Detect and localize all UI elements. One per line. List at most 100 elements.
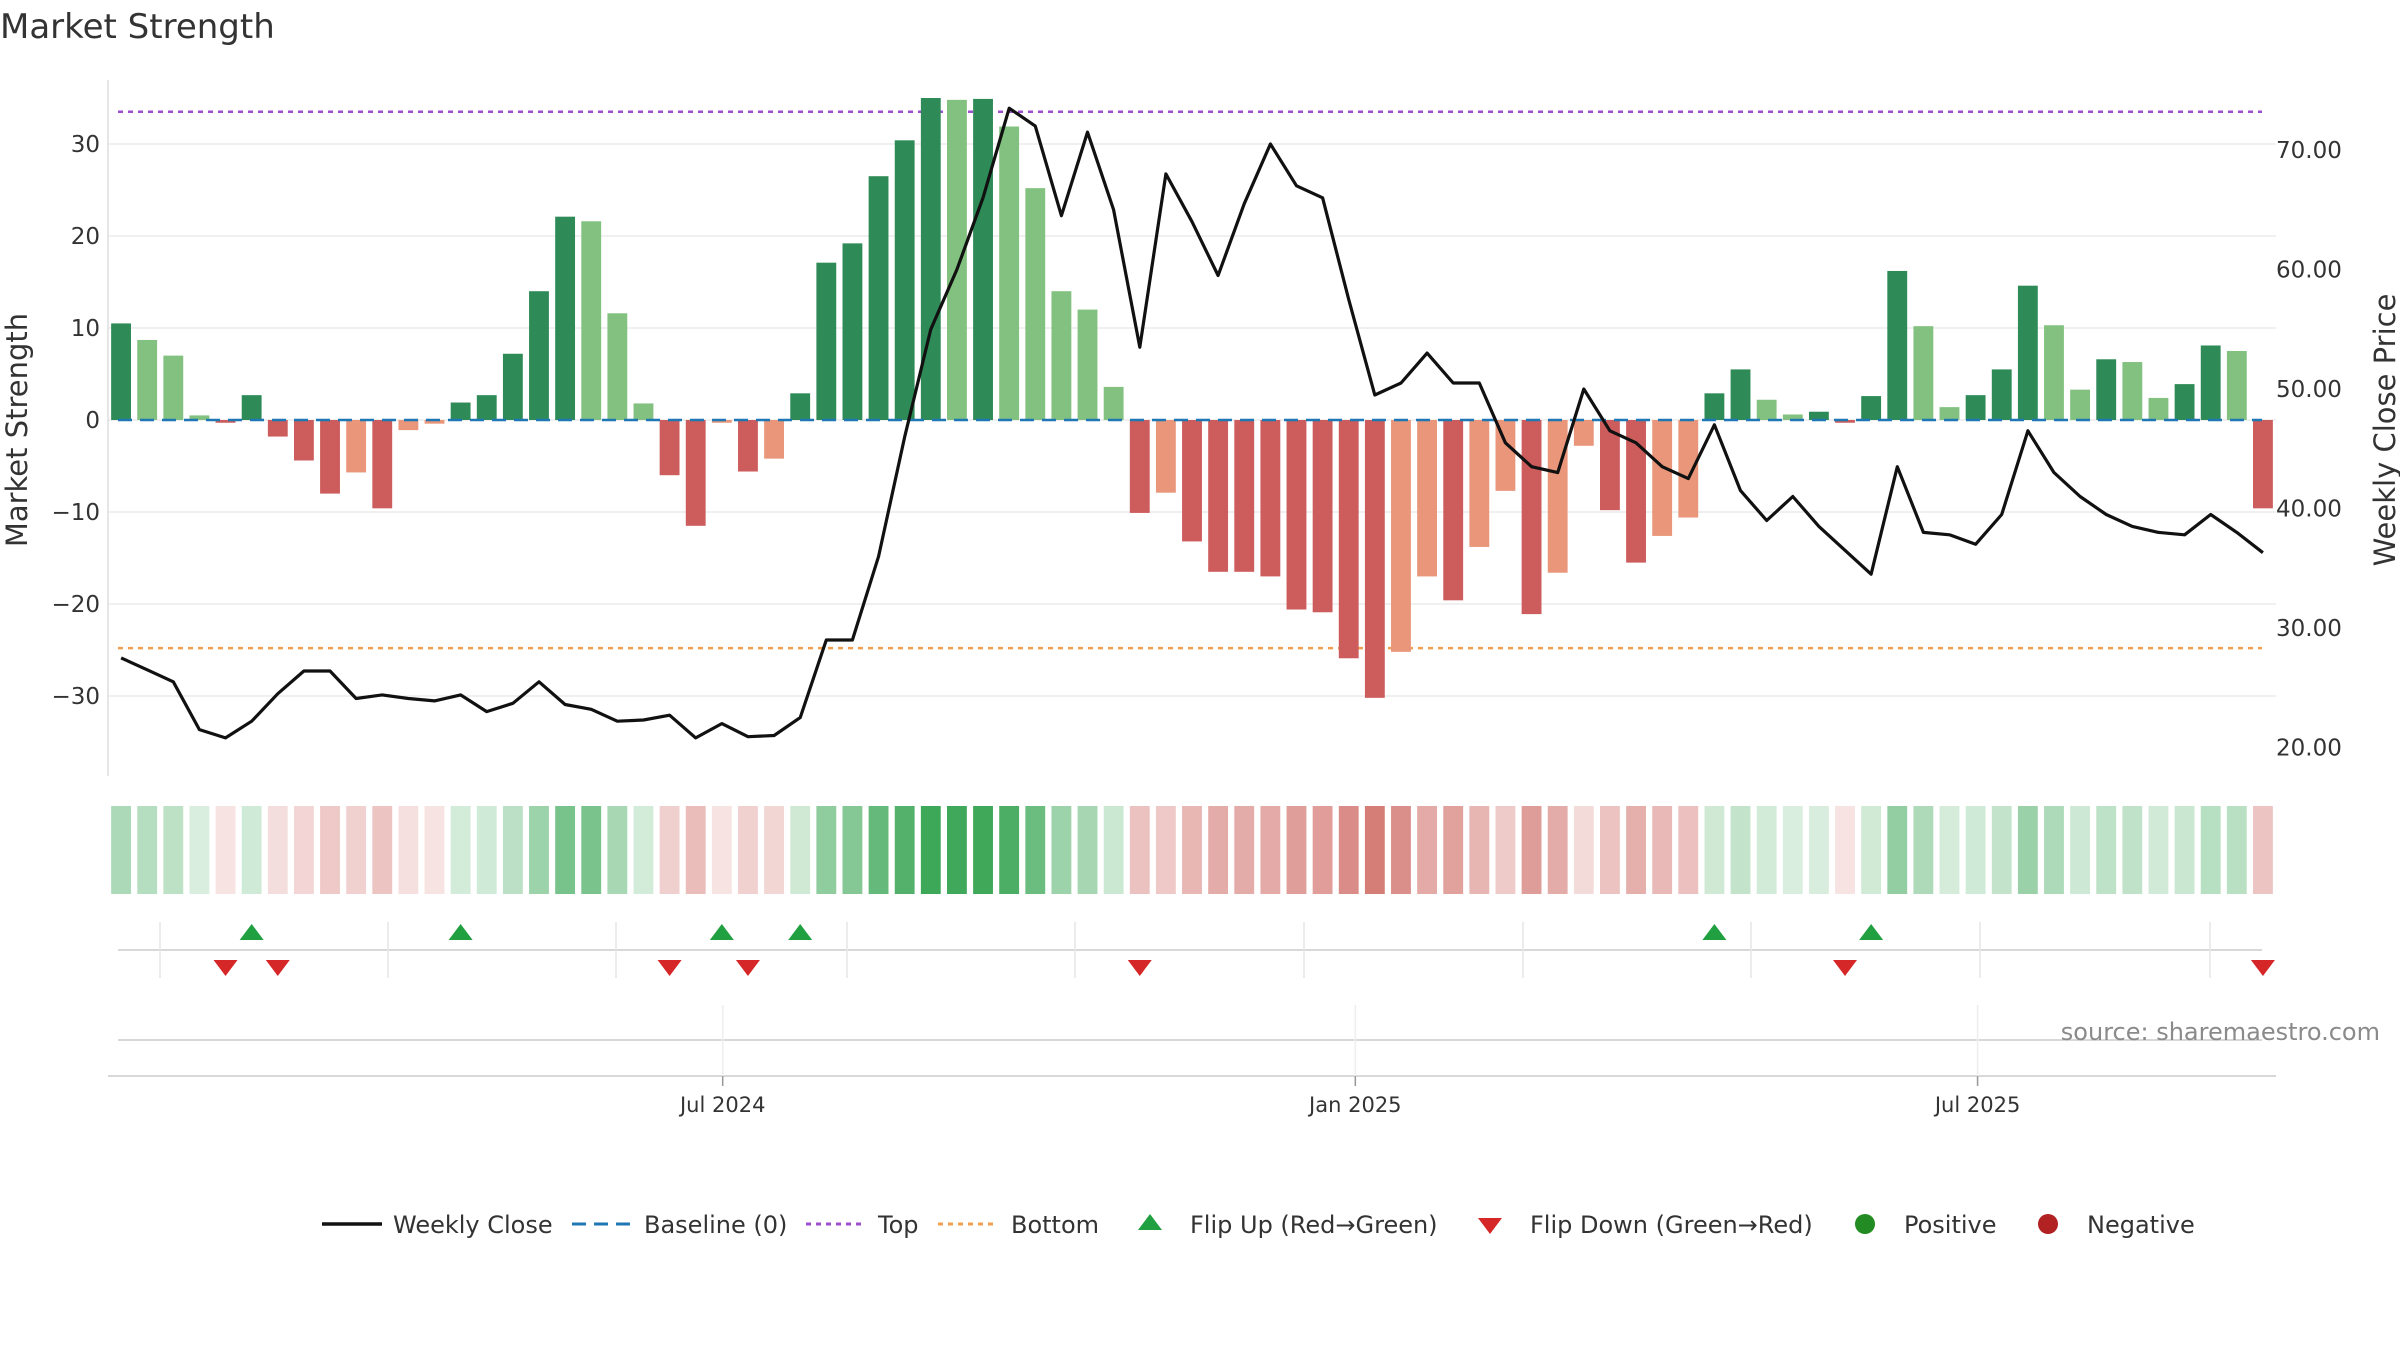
strength-bar: [894, 140, 915, 420]
strength-bar: [973, 98, 993, 421]
heat-cell: [790, 806, 811, 894]
heat-cell: [1678, 806, 1699, 894]
strength-bar: [946, 99, 967, 420]
x-axis: Jul 2024 Jan 2025 Jul 2025: [108, 1005, 2276, 1117]
x-tick-label: Jul 2024: [678, 1093, 765, 1117]
left-tick-label: 0: [85, 408, 100, 434]
reference-lines: [118, 110, 2262, 650]
strength-bar: [1103, 386, 1124, 420]
strength-bar: [1312, 420, 1333, 613]
heat-cell: [894, 806, 915, 894]
strength-bar: [2174, 384, 2195, 420]
strength-bar: [1704, 393, 1725, 420]
strength-bar: [163, 355, 184, 420]
legend-label-line: Weekly Close: [393, 1211, 553, 1239]
heat-cell: [2200, 806, 2221, 894]
x-tick-label: Jan 2025: [1307, 1093, 1402, 1117]
flip-up-marker: [788, 924, 813, 940]
heat-cell: [1286, 806, 1307, 894]
heat-cell: [711, 806, 732, 894]
right-tick-label: 30.00: [2276, 616, 2342, 642]
strength-bar: [2200, 345, 2221, 420]
heat-cell: [2096, 806, 2117, 894]
flip-down-marker: [2250, 960, 2275, 976]
heat-cell: [1782, 806, 1803, 894]
heat-cell: [1364, 806, 1385, 894]
strength-bar: [2148, 397, 2169, 420]
heat-cell: [2017, 806, 2038, 894]
heat-cell: [738, 806, 758, 894]
strength-bars: [111, 98, 2273, 698]
strength-bar: [607, 313, 628, 420]
strength-bar: [1260, 420, 1281, 577]
heat-cell: [1861, 806, 1882, 894]
right-tick-label: 20.00: [2276, 736, 2342, 762]
legend-flip-down-swatch: [1478, 1218, 1502, 1234]
right-tick-label: 50.00: [2276, 377, 2342, 403]
strength-bar: [764, 420, 784, 459]
heat-cell: [241, 806, 262, 894]
flip-up-marker: [1859, 924, 1884, 940]
strength-bar: [633, 403, 654, 420]
strength-heat-strip: [111, 806, 2273, 894]
heat-cell: [1025, 806, 1046, 894]
strength-bar: [1129, 420, 1150, 513]
strength-bar: [1077, 309, 1098, 420]
legend-label-flip_down: Flip Down (Green→Red): [1530, 1211, 1813, 1239]
flip-up-marker: [448, 924, 473, 940]
heat-cell: [1391, 806, 1411, 894]
strength-bar: [2226, 351, 2247, 420]
heat-cell: [1338, 806, 1359, 894]
strength-bar: [1208, 420, 1229, 572]
strength-bar: [1730, 369, 1751, 420]
heat-cell: [189, 806, 210, 894]
legend-label-negative: Negative: [2087, 1211, 2195, 1239]
heat-cell: [398, 806, 419, 894]
heat-cell: [1103, 806, 1124, 894]
strength-bar: [1155, 420, 1176, 493]
heat-cell: [1808, 806, 1829, 894]
strength-bar: [450, 402, 471, 420]
strength-bar: [1547, 420, 1568, 573]
heat-cell: [2044, 806, 2064, 894]
strength-bar: [738, 420, 758, 472]
strength-bar: [816, 262, 837, 420]
strength-bar: [111, 323, 131, 420]
heat-cell: [1835, 806, 1855, 894]
strength-bar: [1391, 420, 1411, 652]
heat-cell: [1652, 806, 1673, 894]
flip-up-marker: [709, 924, 734, 940]
strength-bar: [424, 420, 445, 424]
heat-cell: [1469, 806, 1490, 894]
strength-bar: [1234, 420, 1255, 572]
heat-cell: [476, 806, 497, 894]
heat-cell: [502, 806, 523, 894]
heat-cell: [1234, 806, 1255, 894]
heat-cell: [2174, 806, 2195, 894]
flip-down-marker: [1127, 960, 1152, 976]
strength-bar: [1443, 420, 1464, 601]
heat-cell: [842, 806, 863, 894]
heat-cell: [1626, 806, 1646, 894]
strength-bar: [842, 243, 863, 420]
strength-bar: [1469, 420, 1490, 547]
weekly-close-line: [120, 106, 2264, 740]
strength-bar: [920, 98, 941, 420]
strength-bar: [1913, 326, 1934, 420]
strength-bar: [1364, 420, 1385, 698]
heat-cell: [372, 806, 393, 894]
strength-bar: [1965, 395, 1986, 420]
heat-cell: [555, 806, 576, 894]
strength-bar: [2070, 389, 2091, 420]
strength-bar: [790, 393, 811, 420]
heat-cell: [1600, 806, 1620, 894]
heat-cell: [1887, 806, 1908, 894]
heat-cell: [1495, 806, 1516, 894]
right-tick-label: 60.00: [2276, 258, 2342, 284]
right-tick-label: 70.00: [2276, 138, 2342, 164]
strength-bar: [2096, 359, 2117, 420]
heat-cell: [1913, 806, 1934, 894]
strength-bar: [2044, 325, 2064, 420]
strength-bar: [189, 415, 210, 420]
